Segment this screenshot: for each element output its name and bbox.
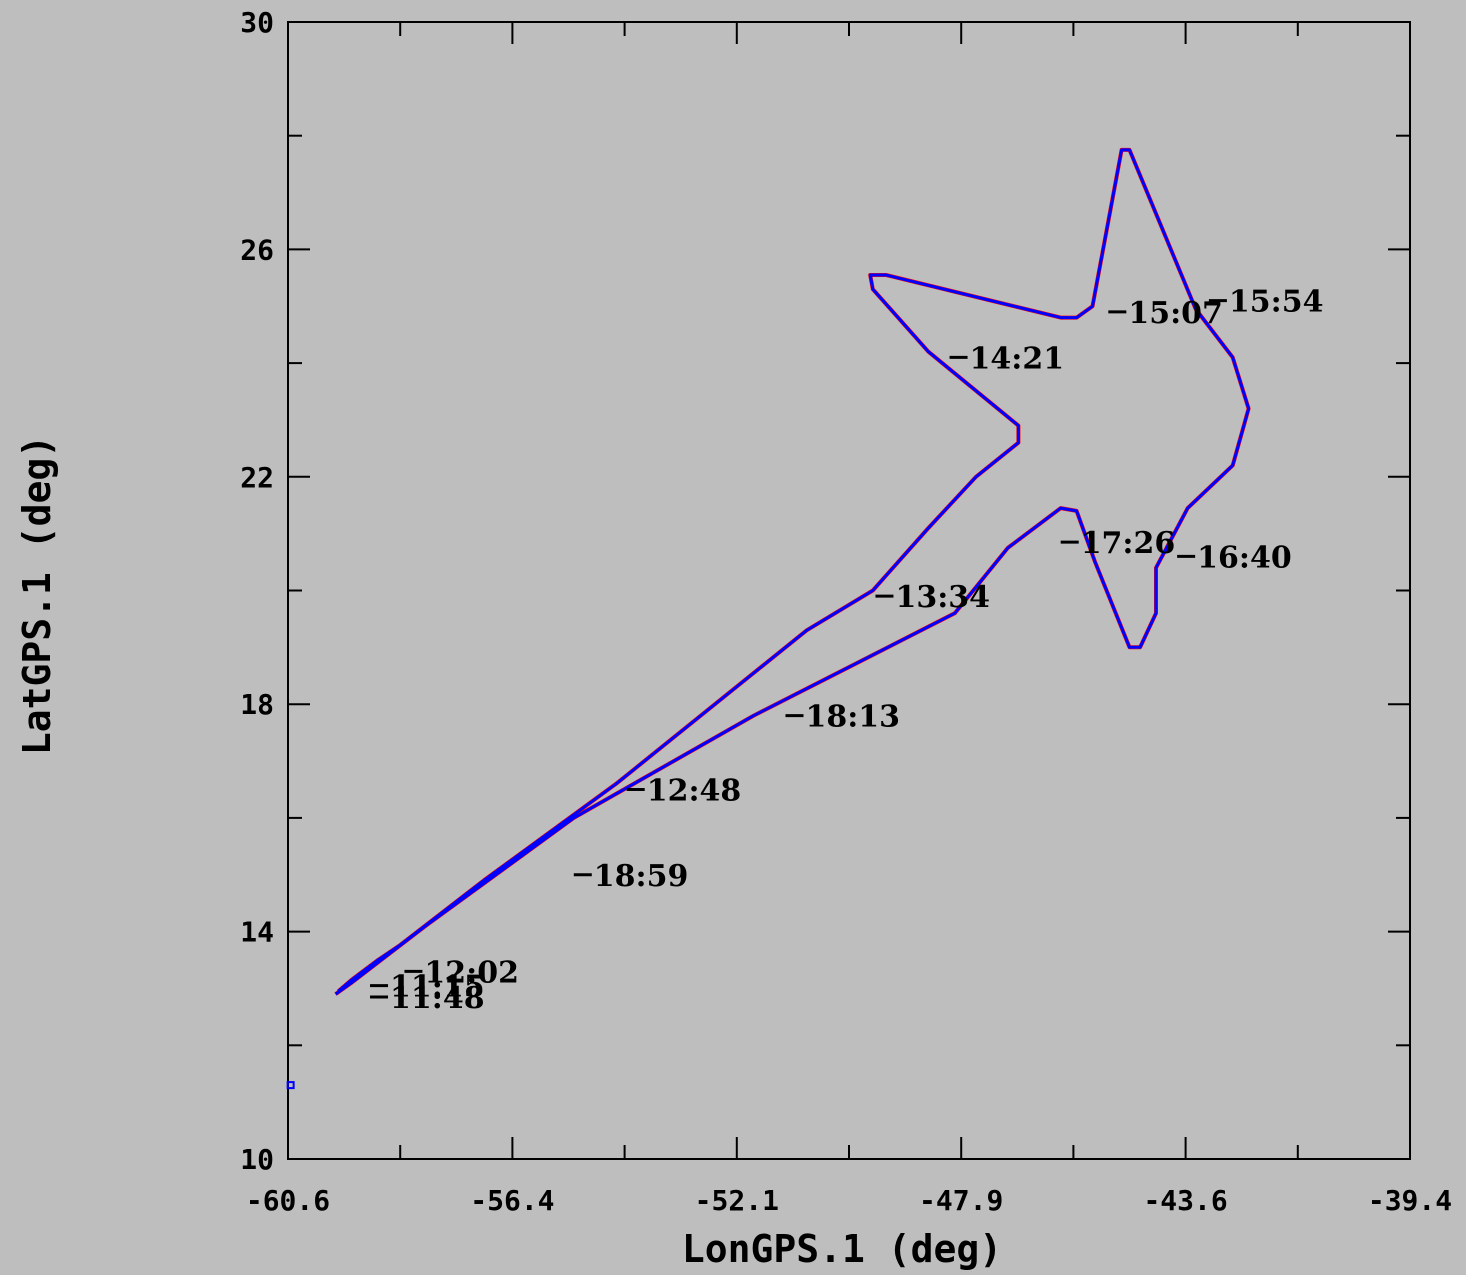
y-tick-labels: 10 14 18 22 26 30 — [240, 6, 274, 1176]
track-series — [286, 147, 1251, 1090]
axis-ticks — [287, 21, 1411, 1160]
y-tick-label: 18 — [240, 688, 274, 721]
x-tick-label: -47.9 — [919, 1184, 1003, 1217]
time-label: 18:13 — [805, 700, 900, 735]
y-axis-title: LatGPS.1 (deg) — [15, 435, 59, 755]
x-tick-label: -52.1 — [695, 1184, 779, 1217]
x-tick-label: -56.4 — [470, 1184, 554, 1217]
y-tick-label: 22 — [240, 461, 274, 494]
time-label: 12:48 — [647, 773, 742, 808]
x-axis-title: LonGPS.1 (deg) — [682, 1227, 1002, 1271]
x-tick-labels: -60.6 -56.4 -52.1 -47.9 -43.6 -39.4 — [246, 1184, 1452, 1217]
track-line — [334, 148, 1251, 996]
track-underlay-line — [334, 147, 1251, 996]
time-label: 16:40 — [1197, 540, 1292, 575]
x-tick-label: -39.4 — [1368, 1184, 1452, 1217]
x-tick-label: -43.6 — [1143, 1184, 1227, 1217]
time-label: 11:48 — [390, 981, 485, 1016]
time-label: 12:02 — [424, 955, 519, 990]
time-label: 15:54 — [1229, 285, 1324, 320]
time-label: 13:34 — [895, 580, 990, 615]
time-label: 11:15 — [390, 970, 485, 1005]
track-point — [286, 1081, 295, 1090]
time-label: 14:21 — [970, 341, 1065, 376]
y-tick-label: 30 — [240, 6, 274, 39]
y-tick-label: 10 — [240, 1143, 274, 1176]
time-label: 17:26 — [1081, 526, 1176, 561]
time-label: 15:07 — [1128, 296, 1223, 331]
y-tick-label: 14 — [240, 916, 274, 949]
time-label: 18:59 — [594, 859, 689, 894]
y-tick-label: 26 — [240, 233, 274, 266]
x-tick-label: -60.6 — [246, 1184, 330, 1217]
